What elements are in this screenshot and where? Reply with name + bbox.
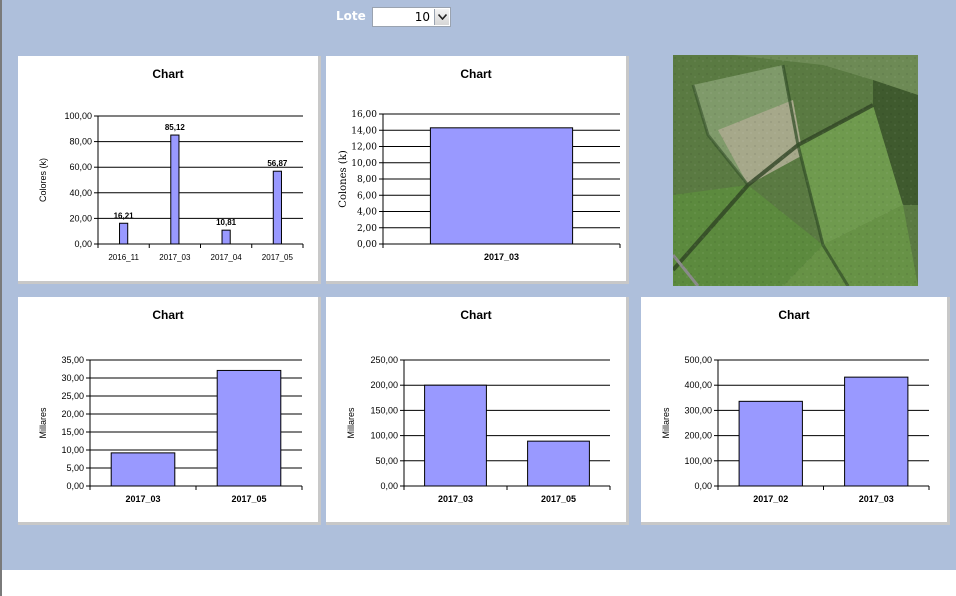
chart-panel-1: Chart 0,00 20,00 40,00 60,00 80,00 100,00 2016_… [18,56,321,284]
bar [221,229,231,245]
y-axis-label: Colones (k) [338,150,349,208]
y-tick-label: 100,00 [370,431,398,441]
bar [527,440,590,487]
bar [429,127,574,245]
y-tick-label: 0,00 [357,240,377,250]
y-axis-label: Millares [346,407,356,439]
data-label: 10,81 [216,218,237,227]
chart-title: Chart [460,67,491,81]
y-tick-label: 30,00 [61,373,84,383]
chart-panel-2: Chart 0,00 2,00 4,00 6,00 8,00 10,00 12,00 14,00… [326,56,629,284]
y-tick-label: 16,00 [351,110,377,120]
x-tick-label: 2017_03 [859,494,894,504]
chart-panel-3: Chart 0,00 5,00 10,00 15,00 20,00 25,00 30,00 35… [18,297,321,525]
aerial-field-photo [673,55,918,286]
bar [738,400,803,487]
y-tick-label: 12,00 [351,143,377,153]
x-tick-label: 2017_05 [231,494,266,504]
x-tick-label: 2017_05 [541,494,576,504]
bar [170,134,180,245]
y-tick-label: 100,00 [684,456,712,466]
y-tick-label: 10,00 [61,445,84,455]
y-tick-label: 8,00 [357,175,377,185]
y-tick-label: 35,00 [61,355,84,365]
chart-title: Chart [152,308,183,322]
y-tick-label: 20,00 [69,213,92,223]
x-tick-label: 2017_02 [753,494,788,504]
data-label: 85,12 [165,123,186,132]
x-tick-label: 2017_03 [484,252,519,262]
y-tick-label: 0,00 [380,481,398,491]
y-tick-label: 0,00 [74,239,92,249]
y-tick-label: 200,00 [370,380,398,390]
y-tick-label: 400,00 [684,380,712,390]
y-tick-label: 300,00 [684,405,712,415]
chart-title: Chart [152,67,183,81]
bar [119,222,129,245]
y-tick-label: 15,00 [61,427,84,437]
y-tick-label: 100,00 [64,111,92,121]
y-tick-label: 250,00 [370,355,398,365]
lote-select[interactable]: 10 [372,7,451,27]
footer-strip [0,570,956,596]
chart-panel-5: Chart 0,00 100,00 200,00 300,00 400,00 500,00 2… [641,297,950,525]
y-tick-label: 10,00 [351,159,377,169]
y-tick-label: 2,00 [357,224,377,234]
x-tick-label: 2016_11 [108,253,139,262]
chart-5: Chart 0,00 100,00 200,00 300,00 400,00 500,00 2… [661,308,930,504]
y-tick-label: 14,00 [351,126,377,136]
chart-2: Chart 0,00 2,00 4,00 6,00 8,00 10,00 12,00 14,00… [338,67,621,262]
chart-4: Chart 0,00 50,00 100,00 150,00 200,00 250,00 20… [346,308,611,504]
y-tick-label: 40,00 [69,188,92,198]
x-tick-label: 2017_05 [262,253,294,262]
x-tick-label: 2017_04 [211,253,243,262]
y-tick-label: 4,00 [357,208,377,218]
y-tick-label: 5,00 [66,463,84,473]
y-tick-label: 0,00 [694,481,712,491]
chart-title: Chart [778,308,809,322]
y-tick-label: 500,00 [684,355,712,365]
report-page: Lote 10 Chart 0,00 20,00 40,00 60,00 80,00 100… [0,0,956,570]
data-label: 16,21 [114,211,135,220]
bar [216,369,282,487]
y-tick-label: 200,00 [684,431,712,441]
x-tick-label: 2017_03 [438,494,473,504]
bar [424,384,487,487]
y-tick-label: 50,00 [375,456,398,466]
y-tick-label: 150,00 [370,405,398,415]
y-tick-label: 6,00 [357,191,377,201]
y-tick-label: 60,00 [69,162,92,172]
y-axis-label: Millares [661,407,671,439]
y-tick-label: 0,00 [66,481,84,491]
x-tick-label: 2017_03 [159,253,191,262]
chart-title: Chart [460,308,491,322]
bar [844,376,909,487]
chart-panel-4: Chart 0,00 50,00 100,00 150,00 200,00 250,00 20… [326,297,629,525]
lote-label: Lote [336,9,366,23]
y-tick-label: 80,00 [69,137,92,147]
x-tick-label: 2017_03 [125,494,160,504]
y-tick-label: 25,00 [61,391,84,401]
bar [110,452,176,487]
bar [272,170,282,245]
chart-1: Chart 0,00 20,00 40,00 60,00 80,00 100,00 2016_… [38,67,304,262]
y-axis-label: Colores (k) [38,158,48,202]
chevron-down-icon[interactable] [434,9,449,25]
data-label: 56,87 [267,159,288,168]
lote-selected-value: 10 [414,10,430,24]
chart-3: Chart 0,00 5,00 10,00 15,00 20,00 25,00 30,00 35… [38,308,303,504]
y-tick-label: 20,00 [61,409,84,419]
y-axis-label: Millares [38,407,48,439]
